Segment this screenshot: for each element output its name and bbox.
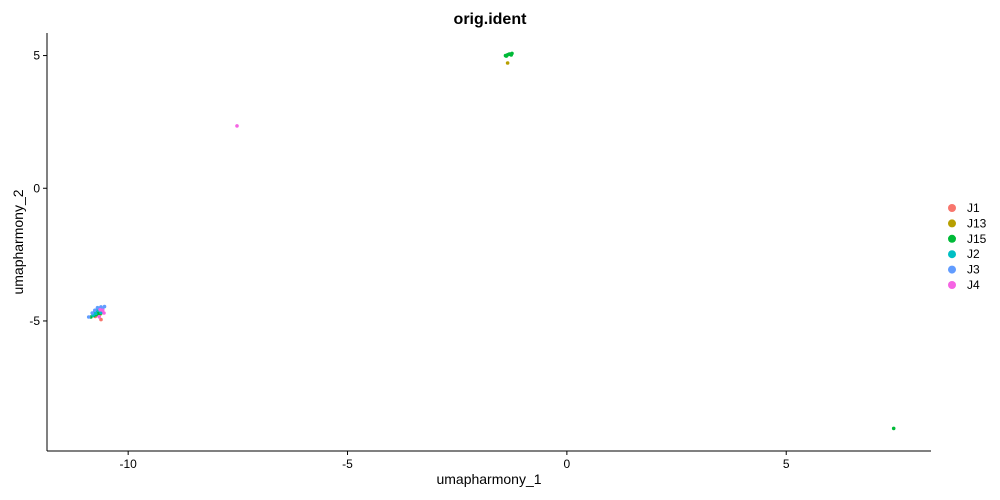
data-point-j4	[97, 314, 101, 319]
y-ticks: -5 0 5	[29, 49, 47, 328]
legend-key-j1	[948, 204, 956, 212]
x-tick-label: 5	[783, 457, 790, 471]
data-point-j15	[891, 426, 896, 431]
data-point-j3	[93, 308, 97, 313]
legend-label-j15: J15	[967, 232, 987, 246]
data-point-j4	[235, 124, 239, 128]
y-tick-label: 0	[33, 181, 40, 195]
data-point-j15	[504, 54, 509, 58]
points-layer	[86, 51, 896, 431]
data-point-j4	[102, 311, 106, 315]
x-ticks: -10 -5 0 5	[119, 451, 790, 471]
y-tick-label: 5	[33, 49, 40, 63]
legend-key-j4	[948, 281, 956, 289]
x-tick-label: -5	[342, 457, 353, 471]
legend-key-j3	[948, 265, 956, 274]
data-point-j4	[98, 308, 102, 312]
x-tick-label: -10	[119, 457, 137, 471]
data-point-j3	[86, 315, 91, 319]
legend-key-j13	[948, 219, 956, 228]
legend-label-j2: J2	[967, 247, 980, 261]
legend-label-j4: J4	[967, 278, 980, 292]
y-axis-title: umapharmony_2	[10, 189, 26, 294]
data-point-j15	[509, 53, 513, 57]
x-axis-title: umapharmony_1	[436, 471, 541, 487]
data-point-j13	[505, 61, 510, 65]
data-point-j3	[90, 311, 94, 315]
legend-label-j13: J13	[967, 216, 987, 230]
legend-label-j1: J1	[967, 201, 980, 215]
data-point-j1	[99, 317, 103, 322]
chart-title: orig.ident	[454, 11, 528, 28]
legend-key-j15	[948, 234, 956, 243]
legend-key-j2	[948, 250, 956, 259]
y-tick-label: -5	[29, 314, 40, 328]
x-tick-label: 0	[564, 457, 571, 471]
legend-label-j3: J3	[967, 263, 980, 277]
